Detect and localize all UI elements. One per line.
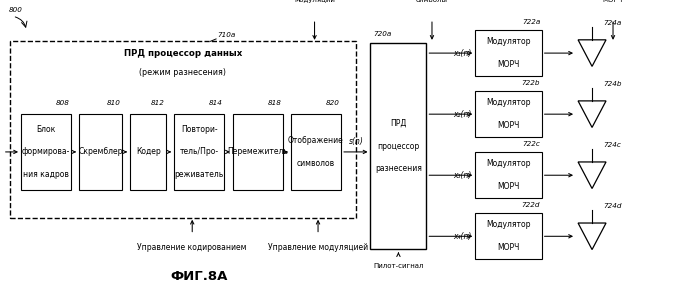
- Text: 818: 818: [268, 100, 282, 106]
- Text: реживатель: реживатель: [175, 170, 224, 179]
- Text: ПРД процессор данных: ПРД процессор данных: [124, 49, 242, 58]
- Text: 820: 820: [326, 100, 340, 106]
- FancyBboxPatch shape: [130, 114, 166, 190]
- FancyBboxPatch shape: [174, 114, 224, 190]
- Text: 800: 800: [9, 7, 23, 13]
- Text: тель/Про-: тель/Про-: [180, 148, 219, 156]
- Text: Управление модуляцией: Управление модуляцией: [268, 243, 368, 253]
- FancyBboxPatch shape: [475, 214, 542, 259]
- Text: Модулятор: Модулятор: [487, 159, 531, 168]
- Text: МОРЧ: МОРЧ: [497, 60, 520, 69]
- Text: Символы
МОРЧ: Символы МОРЧ: [596, 0, 630, 3]
- Text: 722c: 722c: [522, 141, 540, 147]
- FancyBboxPatch shape: [233, 114, 283, 190]
- Text: (режим разнесения): (режим разнесения): [139, 68, 226, 77]
- Text: Передаваемые
символы: Передаваемые символы: [405, 0, 459, 3]
- Text: 808: 808: [56, 100, 70, 106]
- Text: 710a: 710a: [217, 32, 236, 38]
- Text: ПРД: ПРД: [390, 119, 407, 128]
- Text: 724b: 724b: [603, 81, 621, 87]
- Text: МОРЧ: МОРЧ: [497, 121, 520, 130]
- Text: 724c: 724c: [603, 142, 621, 148]
- Text: Управление кодированием: Управление кодированием: [138, 243, 247, 253]
- Text: x₂(n): x₂(n): [454, 110, 472, 119]
- FancyBboxPatch shape: [475, 152, 542, 198]
- Text: 722d: 722d: [522, 202, 540, 208]
- FancyBboxPatch shape: [475, 30, 542, 76]
- Text: Модулятор: Модулятор: [487, 98, 531, 107]
- Text: Пилот-сигнал: Пилот-сигнал: [373, 263, 424, 269]
- Text: 720a: 720a: [373, 31, 391, 37]
- Text: 722b: 722b: [522, 80, 540, 86]
- Text: 812: 812: [151, 100, 165, 106]
- FancyBboxPatch shape: [475, 91, 542, 137]
- Text: Модулятор: Модулятор: [487, 37, 531, 46]
- Text: 722a: 722a: [522, 19, 540, 25]
- Text: процессор: процессор: [377, 142, 419, 150]
- Text: 810: 810: [107, 100, 121, 106]
- Text: 724a: 724a: [603, 20, 621, 26]
- FancyBboxPatch shape: [370, 43, 426, 249]
- Text: x₁(n): x₁(n): [454, 49, 472, 58]
- Text: Символы
модуляции: Символы модуляции: [294, 0, 335, 3]
- Text: Блок: Блок: [36, 125, 56, 134]
- Text: разнесения: разнесения: [375, 164, 422, 173]
- Text: Перемежитель: Перемежитель: [227, 148, 289, 156]
- Text: формирова-: формирова-: [22, 148, 71, 156]
- Text: МОРЧ: МОРЧ: [497, 243, 520, 252]
- FancyBboxPatch shape: [291, 114, 341, 190]
- Text: ФИГ.8А: ФИГ.8А: [171, 270, 228, 283]
- FancyBboxPatch shape: [79, 114, 122, 190]
- Text: Скремблер: Скремблер: [78, 148, 123, 156]
- Text: 814: 814: [209, 100, 223, 106]
- Text: x₄(n): x₄(n): [454, 232, 472, 241]
- Text: x₃(n): x₃(n): [454, 171, 472, 180]
- Text: Модулятор: Модулятор: [487, 220, 531, 230]
- Text: ния кадров: ния кадров: [23, 170, 69, 179]
- Text: МОРЧ: МОРЧ: [497, 182, 520, 191]
- FancyBboxPatch shape: [21, 114, 71, 190]
- Text: Кодер: Кодер: [136, 148, 161, 156]
- Text: символов: символов: [297, 159, 335, 168]
- Text: Отображение: Отображение: [288, 136, 344, 145]
- Text: 724d: 724d: [603, 203, 621, 209]
- Text: Повтори-: Повтори-: [181, 125, 217, 134]
- Text: s(n): s(n): [349, 137, 364, 146]
